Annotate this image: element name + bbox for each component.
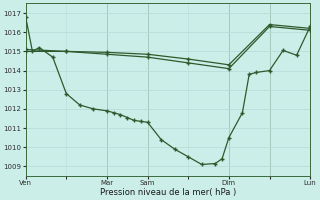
X-axis label: Pression niveau de la mer( hPa ): Pression niveau de la mer( hPa ) [100, 188, 236, 197]
